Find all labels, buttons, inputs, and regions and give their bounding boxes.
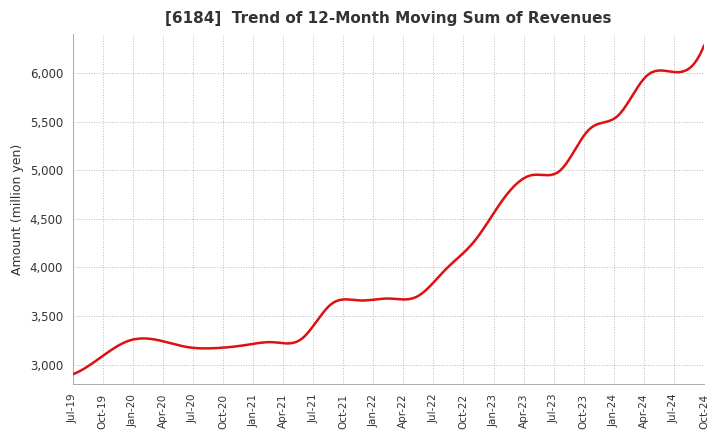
Y-axis label: Amount (million yen): Amount (million yen) [11, 143, 24, 275]
Title: [6184]  Trend of 12-Month Moving Sum of Revenues: [6184] Trend of 12-Month Moving Sum of R… [165, 11, 611, 26]
